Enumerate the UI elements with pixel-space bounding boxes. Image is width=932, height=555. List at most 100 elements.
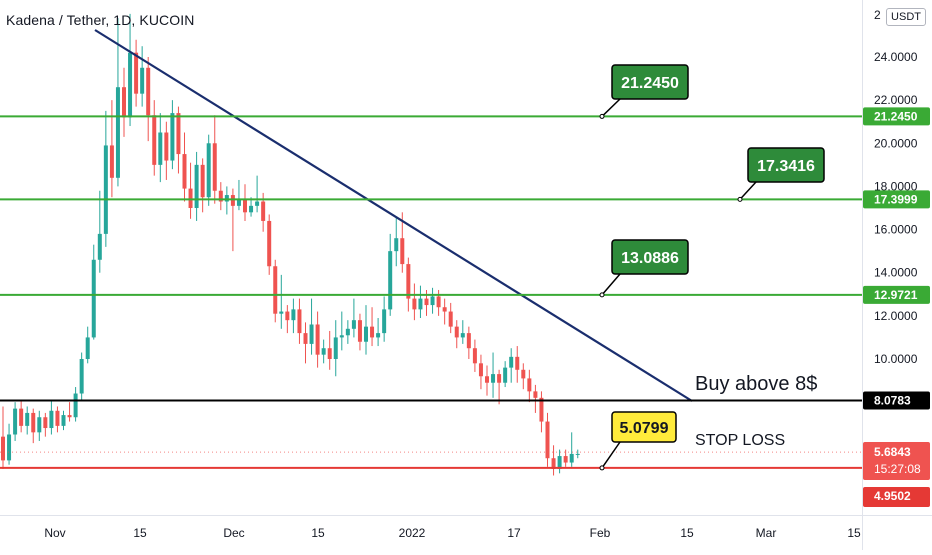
candle-body: [79, 359, 84, 394]
candle-body: [146, 67, 151, 116]
candle-body: [327, 348, 332, 359]
candle-body: [97, 233, 102, 260]
candle-body: [575, 453, 580, 455]
candle-body: [333, 337, 338, 359]
time-axis-tick: 15: [133, 526, 147, 540]
callout-pointer: [739, 181, 757, 200]
candle-body: [261, 201, 266, 221]
price-axis-badge: [863, 487, 930, 507]
callout-anchor: [599, 465, 605, 471]
candle-body: [460, 333, 465, 338]
time-axis-tick: Mar: [756, 526, 777, 540]
price-axis-badge-text: 12.9721: [874, 288, 918, 302]
candle-body: [19, 408, 24, 426]
price-callout[interactable]: 21.2450: [599, 64, 689, 119]
candle-body: [25, 412, 30, 426]
candle-body: [73, 393, 78, 418]
candle-body: [345, 328, 350, 336]
candle-body: [563, 456, 568, 463]
candle-body: [122, 87, 126, 118]
candle-body: [569, 453, 574, 463]
candle-body: [55, 410, 60, 426]
candle-body: [527, 378, 532, 392]
price-callout[interactable]: 17.3416: [737, 147, 825, 202]
candle-body: [436, 296, 441, 308]
candle-body: [551, 458, 556, 470]
countdown-text: 15:27:08: [874, 462, 921, 476]
price-axis-tick: 18.0000: [874, 179, 918, 193]
callout-pointer: [601, 441, 621, 469]
time-axis-tick: Feb: [590, 526, 611, 540]
candle-body: [351, 320, 356, 329]
time-axis-tick: 15: [847, 526, 861, 540]
candle-body: [188, 188, 193, 208]
candle-body: [49, 410, 54, 429]
candle-body: [1, 436, 5, 461]
price-axis-tick: 12.0000: [874, 309, 918, 323]
candle-body: [515, 356, 520, 370]
candle-body: [315, 324, 320, 355]
callout-text: 13.0886: [621, 250, 679, 267]
callout-box: [611, 239, 689, 275]
candle-body: [182, 154, 187, 189]
price-axis-badge-text: 8.0783: [874, 393, 911, 407]
candle-body: [394, 238, 399, 252]
time-axis-tick: 17: [507, 526, 521, 540]
candle-body: [424, 298, 429, 306]
price-axis-tick: 22.0000: [874, 93, 918, 107]
callout-anchor: [599, 292, 605, 298]
candle-body: [212, 143, 217, 191]
candle-body: [539, 397, 544, 422]
candle-body: [67, 415, 72, 418]
candle-body: [382, 309, 387, 334]
candle-body: [13, 408, 18, 435]
candle-body: [388, 251, 393, 310]
candle-body: [158, 132, 163, 165]
callout-pointer: [601, 273, 621, 296]
candle-body: [7, 434, 12, 461]
candle-body: [170, 113, 175, 161]
candle-body: [370, 326, 375, 338]
candle-body: [285, 311, 290, 321]
price-axis-tick: 24.0000: [874, 50, 918, 64]
callout-box: [611, 411, 677, 443]
candle-body: [218, 190, 223, 202]
time-axis-tick: Nov: [44, 526, 65, 540]
candle-body: [43, 417, 48, 429]
callout-box: [611, 64, 689, 100]
trend-line: [94, 29, 693, 402]
price-axis-tick: 2: [874, 8, 881, 22]
callout-anchor: [599, 113, 605, 119]
candle-body: [472, 348, 477, 364]
candle-body: [140, 67, 145, 94]
candle-body: [478, 363, 483, 377]
candle-body: [194, 164, 199, 208]
candle-body: [91, 259, 96, 338]
stop-loss-annotation: STOP LOSS: [695, 432, 785, 449]
candle-body: [236, 199, 241, 206]
callout-pointer: [601, 98, 621, 117]
candle-body: [176, 113, 181, 155]
candle-body: [279, 311, 284, 314]
candle-body: [303, 333, 308, 344]
candle-body: [85, 337, 90, 359]
price-axis-badge-text: 21.2450: [874, 109, 918, 123]
chart-title: Kadena / Tether, 1D, KUCOIN: [6, 12, 195, 28]
callout-text: 21.2450: [621, 75, 679, 92]
price-callout[interactable]: 13.0886: [599, 239, 689, 298]
candle-body: [406, 264, 411, 299]
candle-body: [533, 391, 538, 398]
candle-body: [466, 333, 471, 349]
price-callout[interactable]: 5.0799: [599, 411, 677, 471]
price-axis-tick: 16.0000: [874, 223, 918, 237]
candle-body: [448, 311, 453, 327]
buy-above-annotation: Buy above 8$: [695, 373, 817, 395]
price-axis-badge-text: 4.9502: [874, 489, 911, 503]
candle-body: [200, 164, 205, 198]
currency-badge[interactable]: USDT: [886, 8, 926, 26]
time-axis-tick: 2022: [399, 526, 426, 540]
current-price-badge: [863, 442, 930, 480]
candle-body: [442, 307, 447, 312]
